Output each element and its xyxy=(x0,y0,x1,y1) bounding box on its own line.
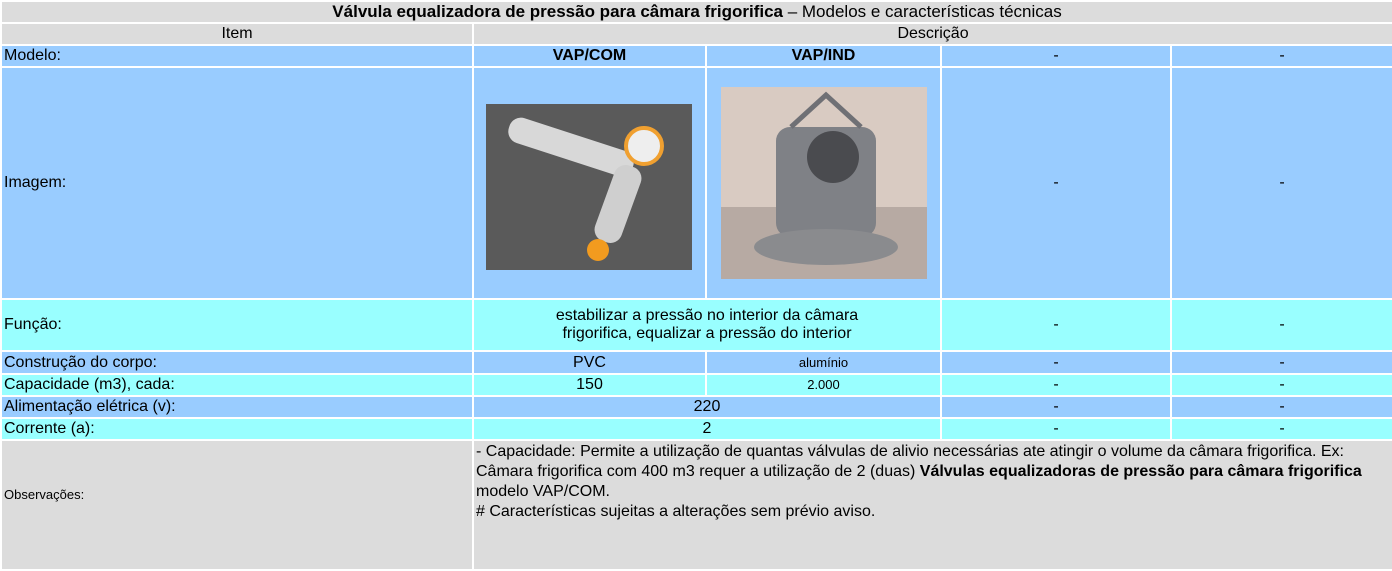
row-label: Corrente (a): xyxy=(0,417,474,441)
row-label: Capacidade (m3), cada: xyxy=(0,373,474,397)
cell: 2.000 xyxy=(705,373,942,397)
vent xyxy=(624,126,664,166)
cell: 150 xyxy=(472,373,707,397)
cell: - xyxy=(1169,66,1392,300)
row-construcao: Construção do corpo: PVC alumínio - - xyxy=(0,350,1392,375)
cell: estabilizar a pressão no interior da câm… xyxy=(472,298,942,352)
cell: - xyxy=(940,350,1172,375)
cell: - xyxy=(940,373,1172,397)
cell: - xyxy=(940,66,1172,300)
product-image xyxy=(486,104,692,270)
cell: PVC xyxy=(472,350,707,375)
title-cell: Válvula equalizadora de pressão para câm… xyxy=(0,0,1392,24)
cell: 220 xyxy=(472,395,942,419)
cell: - xyxy=(1169,44,1392,68)
cell: - xyxy=(940,417,1172,441)
handle xyxy=(789,91,863,129)
pipe xyxy=(508,117,634,177)
row-funcao: Função: estabilizar a pressão no interio… xyxy=(0,298,1392,352)
row-observacoes: Observações: - Capacidade: Permite a uti… xyxy=(0,439,1392,571)
base xyxy=(754,229,898,265)
cell: - xyxy=(1169,350,1392,375)
row-label: Alimentação elétrica (v): xyxy=(0,395,474,419)
cell: - xyxy=(940,395,1172,419)
cell: - xyxy=(1169,298,1392,352)
cell: 2 xyxy=(472,417,942,441)
title-row: Válvula equalizadora de pressão para câm… xyxy=(0,0,1392,24)
cap xyxy=(587,239,609,261)
row-capacidade: Capacidade (m3), cada: 150 2.000 - - xyxy=(0,373,1392,397)
cell xyxy=(472,66,707,300)
model-name: VAP/IND xyxy=(791,47,856,64)
cell: - xyxy=(940,298,1172,352)
cell: - xyxy=(940,44,1172,68)
obs-bold: Válvulas equalizadoras de pressão para c… xyxy=(919,463,1362,480)
cell: - xyxy=(1169,373,1392,397)
cell: - xyxy=(1169,417,1392,441)
cell xyxy=(705,66,942,300)
model-name: VAP/COM xyxy=(552,47,627,64)
header-desc: Descrição xyxy=(471,22,1392,46)
observations-cell: - Capacidade: Permite a utilização de qu… xyxy=(471,439,1392,571)
cell: VAP/IND xyxy=(705,44,942,68)
row-label: Modelo: xyxy=(0,44,474,68)
product-image xyxy=(721,87,927,279)
row-label: Imagem: xyxy=(0,66,474,300)
row-label: Função: xyxy=(0,298,474,352)
header-row: Item Descrição xyxy=(0,22,1392,46)
obs-text: modelo VAP/COM. xyxy=(476,483,610,500)
title-rest: – Modelos e características técnicas xyxy=(783,2,1062,21)
pipe xyxy=(594,165,642,243)
obs-text: - Capacidade: Permite a utilização de qu… xyxy=(476,443,1344,480)
obs-note: # Características sujeitas a alterações … xyxy=(476,503,876,520)
row-label: Observações: xyxy=(0,439,474,571)
opening xyxy=(807,131,859,183)
cell: VAP/COM xyxy=(472,44,707,68)
row-modelo: Modelo: VAP/COM VAP/IND - - xyxy=(0,44,1392,68)
row-corrente: Corrente (a): 2 - - xyxy=(0,417,1392,441)
cell: alumínio xyxy=(705,350,942,375)
row-label: Construção do corpo: xyxy=(0,350,474,375)
title-bold: Válvula equalizadora de pressão para câm… xyxy=(332,2,783,21)
row-imagem: Imagem: - - xyxy=(0,66,1392,300)
header-item: Item xyxy=(0,22,474,46)
cell: - xyxy=(1169,395,1392,419)
row-alimentacao: Alimentação elétrica (v): 220 - - xyxy=(0,395,1392,419)
